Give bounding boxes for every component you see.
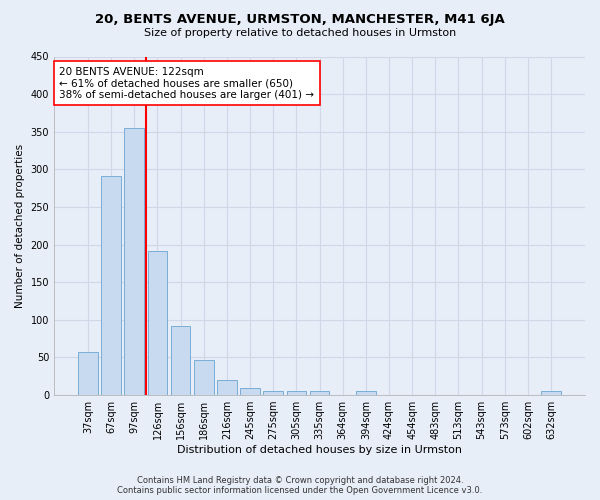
Text: 20, BENTS AVENUE, URMSTON, MANCHESTER, M41 6JA: 20, BENTS AVENUE, URMSTON, MANCHESTER, M… bbox=[95, 12, 505, 26]
Bar bbox=[101, 176, 121, 395]
Bar bbox=[78, 352, 98, 395]
Text: 20 BENTS AVENUE: 122sqm
← 61% of detached houses are smaller (650)
38% of semi-d: 20 BENTS AVENUE: 122sqm ← 61% of detache… bbox=[59, 66, 314, 100]
Text: Size of property relative to detached houses in Urmston: Size of property relative to detached ho… bbox=[144, 28, 456, 38]
Bar bbox=[356, 392, 376, 395]
Bar bbox=[541, 392, 561, 395]
X-axis label: Distribution of detached houses by size in Urmston: Distribution of detached houses by size … bbox=[177, 445, 462, 455]
Bar bbox=[148, 250, 167, 395]
Bar bbox=[171, 326, 190, 395]
Bar bbox=[310, 392, 329, 395]
Y-axis label: Number of detached properties: Number of detached properties bbox=[15, 144, 25, 308]
Bar bbox=[240, 388, 260, 395]
Text: Contains HM Land Registry data © Crown copyright and database right 2024.
Contai: Contains HM Land Registry data © Crown c… bbox=[118, 476, 482, 495]
Bar bbox=[287, 392, 306, 395]
Bar bbox=[217, 380, 237, 395]
Bar bbox=[263, 392, 283, 395]
Bar bbox=[124, 128, 144, 395]
Bar bbox=[194, 360, 214, 395]
